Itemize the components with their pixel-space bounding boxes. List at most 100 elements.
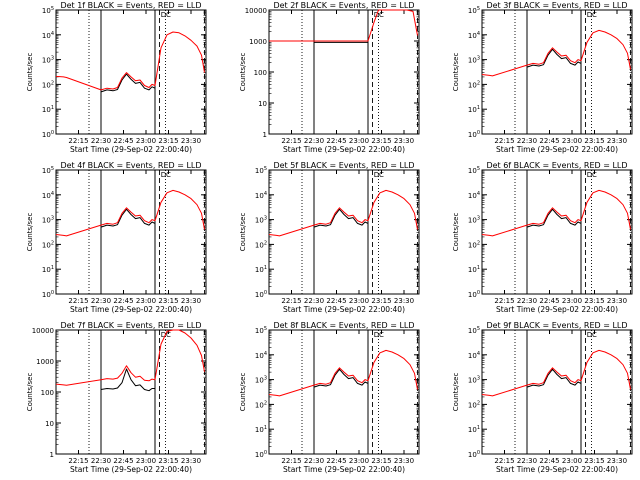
y-tick-label: 102 bbox=[42, 240, 54, 249]
y-tick-label: 100 bbox=[255, 290, 267, 299]
y-tick-label: 103 bbox=[42, 216, 54, 225]
y-tick-label: 105 bbox=[255, 166, 267, 175]
y-tick-label: 10 bbox=[258, 100, 267, 108]
chart-title: Det 5f BLACK = Events, RED = LLD bbox=[273, 161, 414, 170]
y-tick-label: 103 bbox=[468, 56, 480, 65]
series-lld bbox=[269, 9, 418, 42]
x-tick-label: 23:15 bbox=[584, 297, 604, 305]
interval-marker-c: C bbox=[166, 331, 171, 339]
y-tick-label: 104 bbox=[255, 351, 267, 360]
series-events bbox=[100, 73, 156, 93]
x-tick-label: 22:15 bbox=[494, 457, 514, 465]
y-tick-label: 105 bbox=[468, 166, 480, 175]
x-axis-label: Start Time (29-Sep-02 22:00:40) bbox=[70, 305, 192, 314]
panel-det-6: Det 6f BLACK = Events, RED = LLD 100 101 10… bbox=[452, 161, 633, 314]
y-axis-label: Counts/sec bbox=[26, 373, 34, 412]
series-events bbox=[313, 368, 369, 388]
series-events bbox=[100, 208, 156, 228]
y-tick-label: 103 bbox=[255, 216, 267, 225]
y-axis-label: Counts/sec bbox=[239, 53, 247, 92]
x-tick-label: 23:30 bbox=[607, 137, 627, 145]
series-events bbox=[526, 368, 582, 388]
x-tick-label: 23:00 bbox=[349, 137, 369, 145]
x-tick-label: 23:30 bbox=[181, 457, 201, 465]
panel-det-8: Det 8f BLACK = Events, RED = LLD 100 101 10… bbox=[239, 321, 420, 474]
y-tick-label: 104 bbox=[468, 351, 480, 360]
y-tick-label: 101 bbox=[468, 105, 480, 114]
x-tick-label: 22:30 bbox=[91, 457, 111, 465]
y-tick-label: 102 bbox=[42, 80, 54, 89]
panel-det-1: Det 1f BLACK = Events, RED = LLD 100 101 10… bbox=[26, 1, 207, 154]
y-tick-label: 103 bbox=[42, 56, 54, 65]
x-tick-label: 23:15 bbox=[584, 137, 604, 145]
x-tick-label: 22:15 bbox=[68, 137, 88, 145]
x-tick-label: 22:30 bbox=[517, 297, 537, 305]
x-tick-label: 23:00 bbox=[349, 457, 369, 465]
x-tick-label: 22:45 bbox=[326, 457, 346, 465]
y-tick-label: 10000 bbox=[245, 7, 267, 15]
x-tick-label: 22:15 bbox=[494, 137, 514, 145]
y-tick-label: 104 bbox=[468, 31, 480, 40]
x-tick-label: 23:30 bbox=[607, 297, 627, 305]
y-tick-label: 101 bbox=[255, 425, 267, 434]
x-tick-label: 23:00 bbox=[136, 297, 156, 305]
y-tick-label: 100 bbox=[41, 389, 54, 397]
series-lld bbox=[55, 189, 205, 237]
interval-marker-d: D bbox=[587, 171, 592, 179]
y-tick-label: 10 bbox=[45, 420, 54, 428]
x-tick-label: 23:30 bbox=[394, 297, 414, 305]
interval-marker-c: C bbox=[592, 331, 597, 339]
y-tick-label: 101 bbox=[42, 105, 54, 114]
x-tick-label: 22:30 bbox=[304, 297, 324, 305]
plot-frame bbox=[481, 169, 633, 295]
series-events bbox=[526, 48, 582, 68]
y-tick-label: 105 bbox=[42, 166, 54, 175]
chart-title: Det 4f BLACK = Events, RED = LLD bbox=[60, 161, 201, 170]
x-tick-label: 23:00 bbox=[562, 457, 582, 465]
series-lld bbox=[481, 29, 631, 77]
x-tick-label: 22:30 bbox=[91, 137, 111, 145]
panel-det-4: Det 4f BLACK = Events, RED = LLD 100 101 10… bbox=[26, 161, 207, 314]
chart-title: Det 7f BLACK = Events, RED = LLD bbox=[60, 321, 201, 330]
chart-title: Det 8f BLACK = Events, RED = LLD bbox=[273, 321, 414, 330]
x-axis-label: Start Time (29-Sep-02 22:00:40) bbox=[70, 465, 192, 474]
x-tick-label: 22:45 bbox=[326, 137, 346, 145]
x-tick-label: 22:45 bbox=[539, 457, 559, 465]
interval-marker-d: D bbox=[587, 11, 592, 19]
x-axis-label: Start Time (29-Sep-02 22:00:40) bbox=[496, 305, 618, 314]
x-tick-label: 22:45 bbox=[326, 297, 346, 305]
y-tick-label: 102 bbox=[468, 80, 480, 89]
x-tick-label: 23:00 bbox=[562, 137, 582, 145]
y-tick-label: 102 bbox=[255, 400, 267, 409]
y-tick-label: 100 bbox=[468, 290, 480, 299]
x-tick-label: 22:15 bbox=[281, 457, 301, 465]
x-tick-label: 23:00 bbox=[136, 457, 156, 465]
series-events bbox=[313, 208, 369, 228]
x-tick-label: 22:30 bbox=[304, 457, 324, 465]
y-axis-label: Counts/sec bbox=[452, 53, 460, 92]
x-axis-label: Start Time (29-Sep-02 22:00:40) bbox=[496, 465, 618, 474]
y-tick-label: 104 bbox=[255, 191, 267, 200]
x-tick-label: 22:45 bbox=[113, 457, 133, 465]
plot-frame bbox=[268, 329, 420, 455]
interval-marker-d: D bbox=[161, 171, 166, 179]
y-tick-label: 1000 bbox=[249, 38, 267, 46]
y-tick-label: 10000 bbox=[32, 327, 54, 335]
y-axis-label: Counts/sec bbox=[239, 373, 247, 412]
x-tick-label: 22:45 bbox=[113, 297, 133, 305]
y-tick-label: 103 bbox=[468, 376, 480, 385]
y-tick-label: 102 bbox=[468, 240, 480, 249]
x-axis-label: Start Time (29-Sep-02 22:00:40) bbox=[70, 145, 192, 154]
panel-det-3: Det 3f BLACK = Events, RED = LLD 100 101 10… bbox=[452, 1, 633, 154]
x-tick-label: 22:30 bbox=[517, 137, 537, 145]
x-tick-label: 22:15 bbox=[281, 137, 301, 145]
interval-marker-d: D bbox=[374, 331, 379, 339]
plot-frame bbox=[268, 169, 420, 295]
interval-marker-c: C bbox=[379, 171, 384, 179]
x-axis-label: Start Time (29-Sep-02 22:00:40) bbox=[496, 145, 618, 154]
x-axis-label: Start Time (29-Sep-02 22:00:40) bbox=[283, 465, 405, 474]
x-tick-label: 23:30 bbox=[607, 457, 627, 465]
series-events bbox=[526, 208, 582, 228]
x-tick-label: 22:45 bbox=[113, 137, 133, 145]
